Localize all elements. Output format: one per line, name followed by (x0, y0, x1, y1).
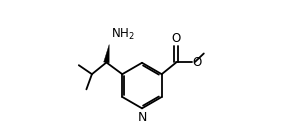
Text: NH$_2$: NH$_2$ (111, 27, 135, 43)
Text: N: N (137, 111, 147, 124)
Polygon shape (104, 44, 109, 63)
Text: O: O (172, 32, 181, 45)
Text: O: O (193, 56, 202, 69)
